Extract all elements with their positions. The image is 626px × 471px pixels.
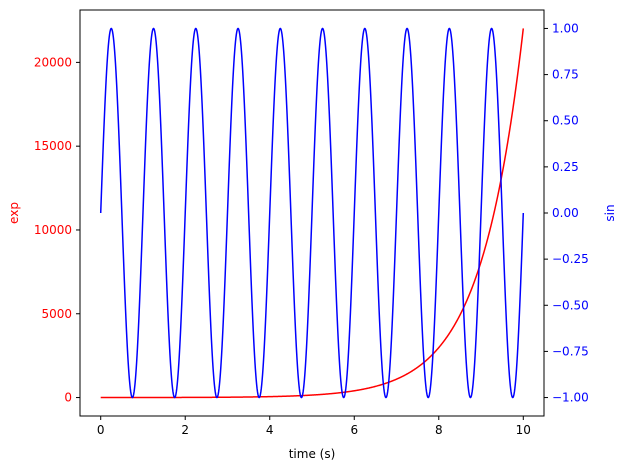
y-right-tick-label: 0.75: [552, 68, 579, 82]
y-left-tick-label: 5000: [41, 307, 72, 321]
series-line-sin: [99, 27, 525, 399]
y-right-tick-label: 0.50: [552, 114, 579, 128]
y-right-tick-label: 1.00: [552, 21, 579, 35]
series-line-exp: [100, 28, 525, 399]
y-left-tick-label: 10000: [34, 223, 72, 237]
x-tick-label: 8: [435, 423, 443, 437]
y-right-tick-label: −0.50: [552, 298, 589, 312]
y-right-tick-label: −0.75: [552, 344, 589, 358]
y-right-tick-label: 0.25: [552, 160, 579, 174]
y-right-tick-label: −0.25: [552, 252, 589, 266]
y-right-tick-label: 0.00: [552, 206, 579, 220]
y-right-tick-label: −1.00: [552, 391, 589, 405]
x-tick-label: 6: [350, 423, 358, 437]
x-tick-label: 2: [181, 423, 189, 437]
x-tick-label: 0: [97, 423, 105, 437]
y-right-axis-label: sin: [603, 204, 617, 221]
x-tick-label: 4: [266, 423, 274, 437]
y-left-tick-label: 15000: [34, 139, 72, 153]
y-left-axis-label: exp: [7, 202, 21, 224]
x-tick-label: 10: [516, 423, 531, 437]
y-left-tick-label: 0: [64, 391, 72, 405]
x-axis-label: time (s): [289, 447, 336, 461]
y-left-tick-label: 20000: [34, 55, 72, 69]
